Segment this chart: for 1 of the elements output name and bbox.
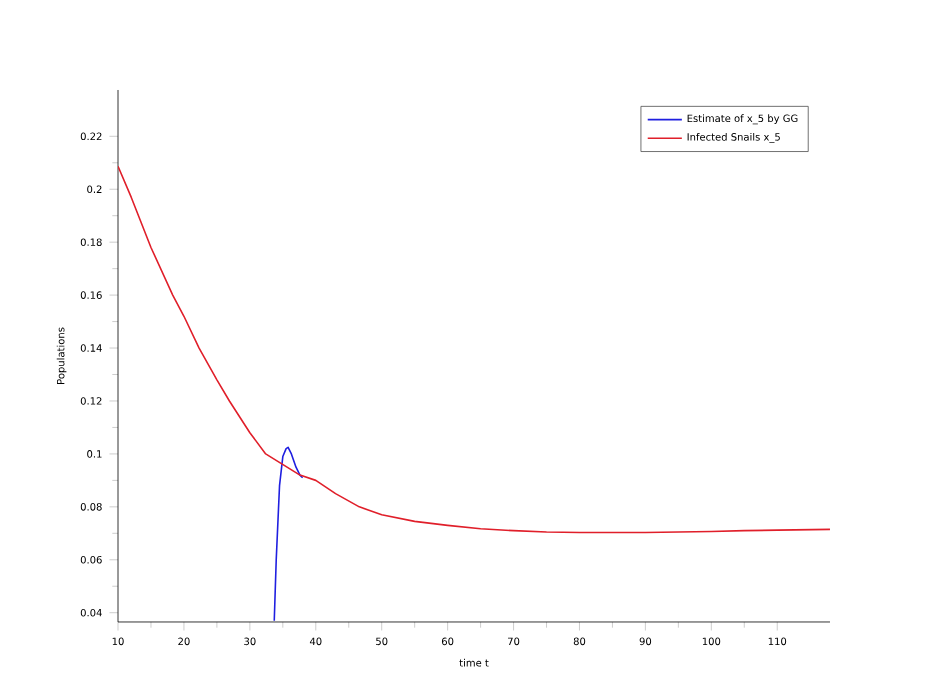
line-series (273, 446, 304, 622)
